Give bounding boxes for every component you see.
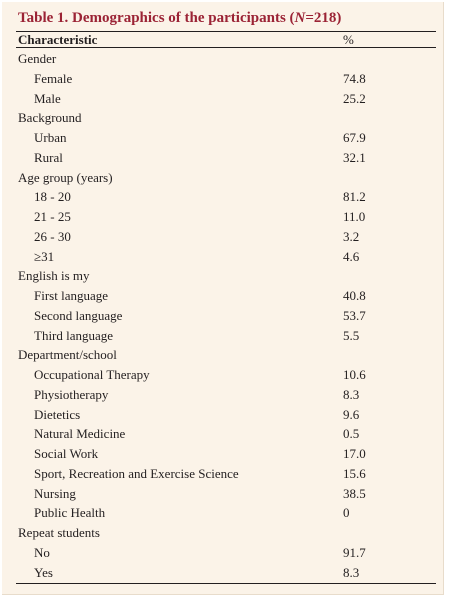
group-label: Gender <box>18 51 57 66</box>
column-header-characteristic: Characteristic <box>18 32 98 47</box>
table-row: Occupational Therapy 10.6 <box>2 365 443 385</box>
table-row: ≥31 4.6 <box>2 247 443 267</box>
column-header-percent: % <box>343 32 354 47</box>
top-rule <box>16 31 436 32</box>
title-suffix: =218) <box>305 10 342 26</box>
title-prefix: Table 1. Demographics of the participant… <box>18 10 295 26</box>
row-label: Dietetics <box>34 406 81 422</box>
row-value: 40.8 <box>343 288 366 303</box>
row-label: Male <box>34 90 61 106</box>
bottom-rule <box>16 583 436 584</box>
table-row: First language 40.8 <box>2 286 443 306</box>
table-row: Second language 53.7 <box>2 306 443 326</box>
table-row: Public Health 0 <box>2 503 443 523</box>
row-value: 0.5 <box>343 426 360 442</box>
table-row: 26 - 30 3.2 <box>2 227 443 247</box>
row-value: 81.2 <box>343 189 366 205</box>
row-value: 74.8 <box>343 70 366 86</box>
table-row: Physiotherapy 8.3 <box>2 385 443 405</box>
row-value: 32.1 <box>343 149 366 165</box>
table-panel: Table 1. Demographics of the participant… <box>2 2 444 595</box>
row-value: 8.3 <box>343 564 360 580</box>
row-label: Female <box>34 70 73 86</box>
table-row: Sport, Recreation and Exercise Science 15… <box>2 464 443 484</box>
table-row: Yes 8.3 <box>2 563 443 583</box>
table-row: Dietetics 9.6 <box>2 405 443 425</box>
row-value: 25.2 <box>343 90 366 106</box>
row-value: 15.6 <box>343 465 366 481</box>
row-value: 53.7 <box>343 307 366 323</box>
table-group-row: Gender <box>2 49 443 69</box>
header-rule <box>16 47 436 48</box>
row-label: Public Health <box>34 505 106 521</box>
row-label: Physiotherapy <box>34 386 109 402</box>
table-row: Rural 32.1 <box>2 148 443 168</box>
table-row: No 91.7 <box>2 543 443 563</box>
table-group-row: Department/school <box>2 345 443 365</box>
row-value: 10.6 <box>343 367 366 382</box>
table-row: Male 25.2 <box>2 89 443 109</box>
table-row: Social Work 17.0 <box>2 444 443 464</box>
row-value: 5.5 <box>343 327 360 343</box>
row-label: Second language <box>34 307 123 323</box>
row-label: Third language <box>34 327 114 343</box>
table-row: Nursing 38.5 <box>2 484 443 504</box>
row-label: Natural Medicine <box>34 426 126 442</box>
row-value: 8.3 <box>343 386 360 402</box>
title-n-symbol: N <box>294 10 306 26</box>
row-label: No <box>34 544 50 560</box>
row-label: Sport, Recreation and Exercise Science <box>34 465 239 481</box>
row-value: 11.0 <box>343 209 366 224</box>
row-value: 17.0 <box>343 446 366 461</box>
table-body: Gender Female 74.8 Male 25.2 Background Urban 6… <box>2 49 443 582</box>
group-label: Department/school <box>18 347 117 363</box>
table-group-row: Repeat students <box>2 523 443 543</box>
table-group-row: English is my <box>2 266 443 286</box>
row-value: 9.6 <box>343 406 360 422</box>
row-value: 4.6 <box>343 248 360 264</box>
table-row: Third language 5.5 <box>2 326 443 346</box>
row-label: 18 - 20 <box>34 189 71 205</box>
row-label: First language <box>34 288 109 303</box>
table-row: Urban 67.9 <box>2 128 443 148</box>
table-row: 18 - 20 81.2 <box>2 187 443 207</box>
row-label: Urban <box>34 130 67 145</box>
row-value: 38.5 <box>343 485 366 501</box>
table-row: 21 - 25 11.0 <box>2 207 443 227</box>
row-value: 0 <box>343 505 350 521</box>
group-label: Age group (years) <box>18 169 113 185</box>
row-value: 91.7 <box>343 544 366 560</box>
table-row: Female 74.8 <box>2 69 443 89</box>
row-label: 26 - 30 <box>34 228 71 244</box>
table-group-row: Age group (years) <box>2 168 443 188</box>
group-label: Background <box>18 110 82 126</box>
table-group-row: Background <box>2 108 443 128</box>
row-label: Social Work <box>34 446 99 461</box>
row-label: Nursing <box>34 485 76 501</box>
group-label: Repeat students <box>18 525 100 540</box>
group-label: English is my <box>18 268 90 284</box>
table-title: Table 1. Demographics of the participant… <box>18 10 341 27</box>
row-value: 3.2 <box>343 228 360 244</box>
row-label: Yes <box>34 564 53 580</box>
row-label: ≥31 <box>34 248 55 264</box>
table-row: Natural Medicine 0.5 <box>2 424 443 444</box>
row-label: Occupational Therapy <box>34 367 150 382</box>
row-label: Rural <box>34 149 63 165</box>
row-value: 67.9 <box>343 130 366 145</box>
row-label: 21 - 25 <box>34 209 71 224</box>
